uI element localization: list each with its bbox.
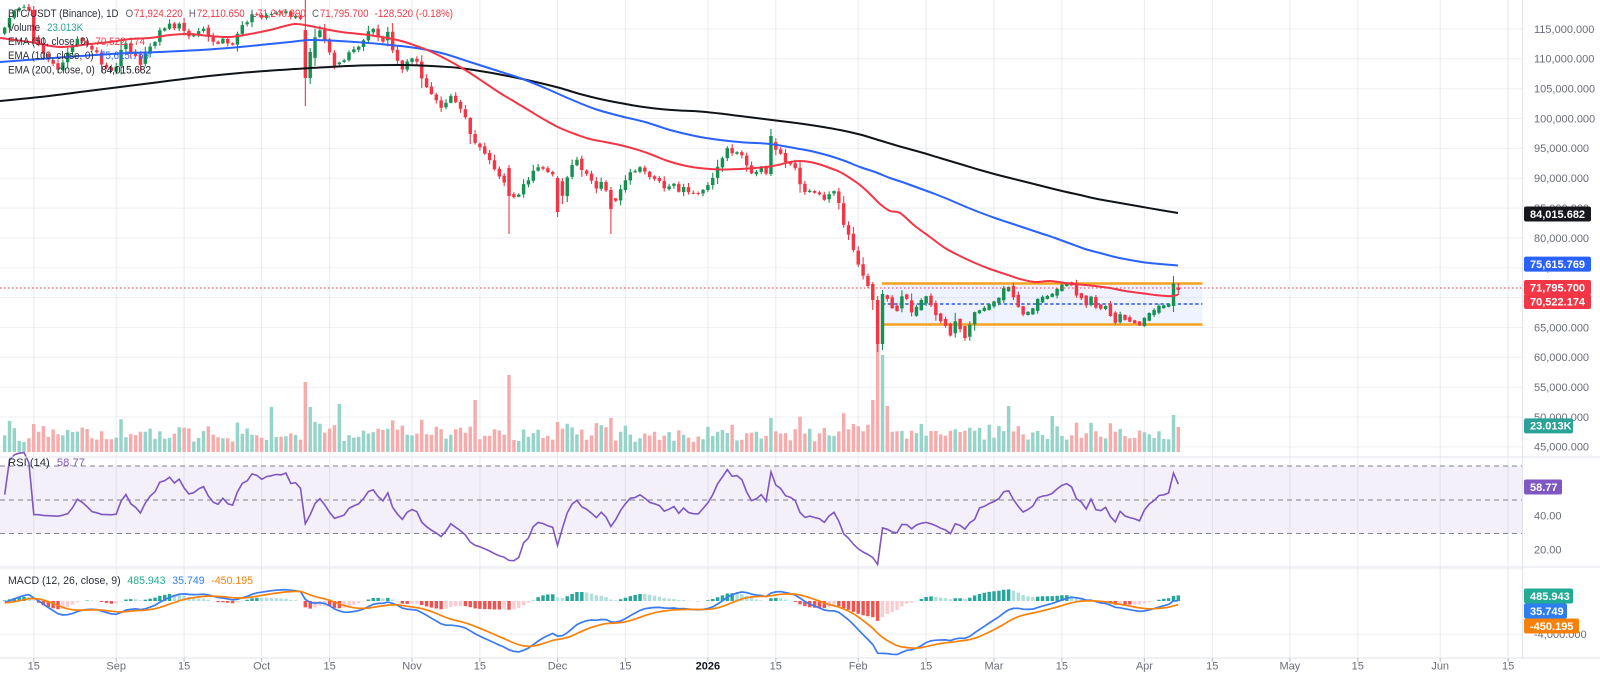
svg-text:84,015.682: 84,015.682	[1530, 209, 1585, 221]
svg-text:95,000.000: 95,000.000	[1534, 143, 1589, 155]
svg-text:EMA (50, close, 0)70,522.174: EMA (50, close, 0)70,522.174	[8, 36, 145, 48]
svg-text:Apr: Apr	[1136, 661, 1153, 673]
svg-text:115,000.000: 115,000.000	[1534, 24, 1594, 36]
svg-text:58.77: 58.77	[1530, 482, 1558, 494]
svg-text:75,615.769: 75,615.769	[1530, 259, 1585, 271]
svg-text:110,000.000: 110,000.000	[1534, 54, 1594, 66]
svg-text:15: 15	[178, 661, 190, 673]
svg-text:MACD (12, 26, close, 9)485.943: MACD (12, 26, close, 9) 485.943 35.749 -450…	[8, 575, 253, 587]
svg-text:90,000.000: 90,000.000	[1534, 173, 1589, 185]
svg-text:BTC/USDT (Binance), 1DO71,924.: BTC/USDT (Binance), 1DO71,924.220H72,110…	[8, 8, 453, 20]
svg-text:-450.195: -450.195	[1530, 621, 1573, 633]
svg-text:80,000.000: 80,000.000	[1534, 233, 1589, 245]
svg-text:15: 15	[619, 661, 631, 673]
svg-text:15: 15	[323, 661, 335, 673]
svg-text:15: 15	[1056, 661, 1068, 673]
svg-text:15: 15	[1206, 661, 1218, 673]
svg-text:EMA (100, close, 0)75,615.769: EMA (100, close, 0)75,615.769	[8, 50, 149, 62]
svg-text:23.013K: 23.013K	[1530, 421, 1572, 433]
svg-text:100,000.000: 100,000.000	[1534, 113, 1595, 125]
svg-text:15: 15	[770, 661, 782, 673]
svg-text:Sep: Sep	[106, 661, 126, 673]
svg-text:Jun: Jun	[1431, 661, 1449, 673]
svg-text:EMA (200, close, 0)84,015.682: EMA (200, close, 0)84,015.682	[8, 65, 151, 77]
svg-text:Nov: Nov	[402, 661, 422, 673]
svg-text:60,000.000: 60,000.000	[1534, 352, 1589, 364]
svg-text:55,000.000: 55,000.000	[1534, 382, 1589, 394]
svg-text:15: 15	[1352, 661, 1364, 673]
svg-text:15: 15	[920, 661, 932, 673]
svg-text:40.00: 40.00	[1534, 511, 1562, 523]
svg-text:20.00: 20.00	[1534, 545, 1562, 557]
svg-text:70,522.174: 70,522.174	[1530, 296, 1586, 308]
svg-text:RSI (14)58.77: RSI (14) 58.77	[8, 457, 85, 469]
svg-text:105,000.000: 105,000.000	[1534, 84, 1595, 96]
svg-text:Dec: Dec	[548, 661, 568, 673]
svg-text:485.943: 485.943	[1530, 591, 1570, 603]
svg-text:35.749: 35.749	[1530, 606, 1564, 618]
svg-text:Oct: Oct	[253, 661, 270, 673]
svg-text:15: 15	[1502, 661, 1514, 673]
svg-text:May: May	[1280, 661, 1301, 673]
svg-text:15: 15	[474, 661, 486, 673]
svg-text:15: 15	[28, 661, 40, 673]
svg-text:2026: 2026	[696, 661, 720, 673]
svg-text:71,795.700: 71,795.700	[1530, 282, 1585, 294]
svg-text:Mar: Mar	[985, 661, 1004, 673]
svg-text:45,000.000: 45,000.000	[1534, 442, 1589, 454]
svg-text:Feb: Feb	[849, 661, 868, 673]
svg-text:65,000.000: 65,000.000	[1534, 322, 1589, 334]
